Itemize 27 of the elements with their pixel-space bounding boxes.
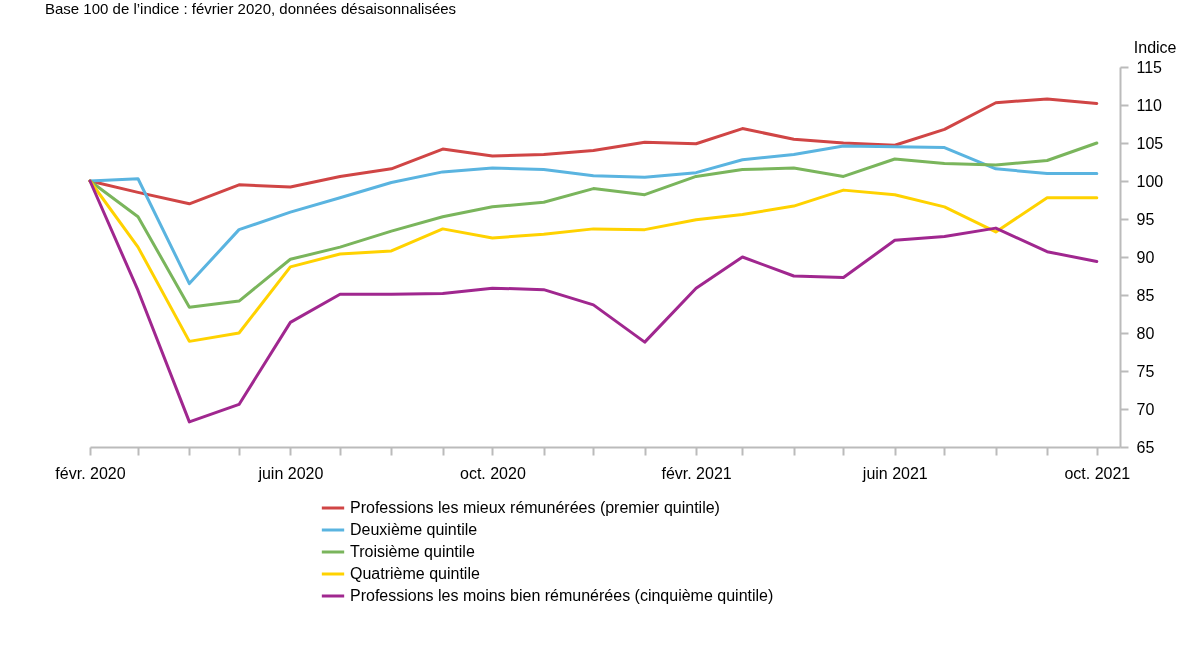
x-tick-label: févr. 2020: [55, 464, 126, 482]
x-tick-label: oct. 2021: [1064, 464, 1131, 482]
x-tick-label: juin 2020: [257, 464, 324, 482]
y-tick-label: 115: [1136, 58, 1163, 76]
y-tick-label: 105: [1136, 134, 1164, 152]
y-tick-label: 110: [1136, 96, 1163, 114]
legend-label: Deuxième quintile: [350, 521, 478, 538]
y-tick-label: 70: [1136, 400, 1155, 418]
legend-label: Professions les mieux rémunérées (premier quintile): [350, 499, 720, 516]
y-tick-label: 95: [1136, 210, 1155, 228]
chart-subtitle: Base 100 de l’indice : février 2020, données désaisonnalisées: [45, 0, 457, 17]
x-tick-label: oct. 2020: [459, 464, 526, 482]
y-tick-label: 75: [1136, 362, 1155, 380]
line-series: [88, 144, 1099, 286]
x-tick-label: févr. 2021: [661, 464, 732, 482]
y-tick-label: 65: [1136, 438, 1155, 456]
x-tick-label: juin 2021: [861, 464, 928, 482]
y-tick-label: 90: [1136, 248, 1155, 266]
line-series: [88, 141, 1099, 309]
y-tick-label: 100: [1136, 172, 1164, 190]
legend-label: Troisième quintile: [350, 543, 475, 560]
line-series: [88, 179, 1099, 424]
y-axis-title: Indice: [1133, 38, 1177, 56]
legend-label: Professions les moins bien rémunérées (cinquième quintile): [350, 587, 774, 604]
y-tick-label: 80: [1136, 324, 1155, 342]
legend-label: Quatrième quintile: [350, 565, 480, 582]
y-tick-label: 85: [1136, 286, 1155, 304]
